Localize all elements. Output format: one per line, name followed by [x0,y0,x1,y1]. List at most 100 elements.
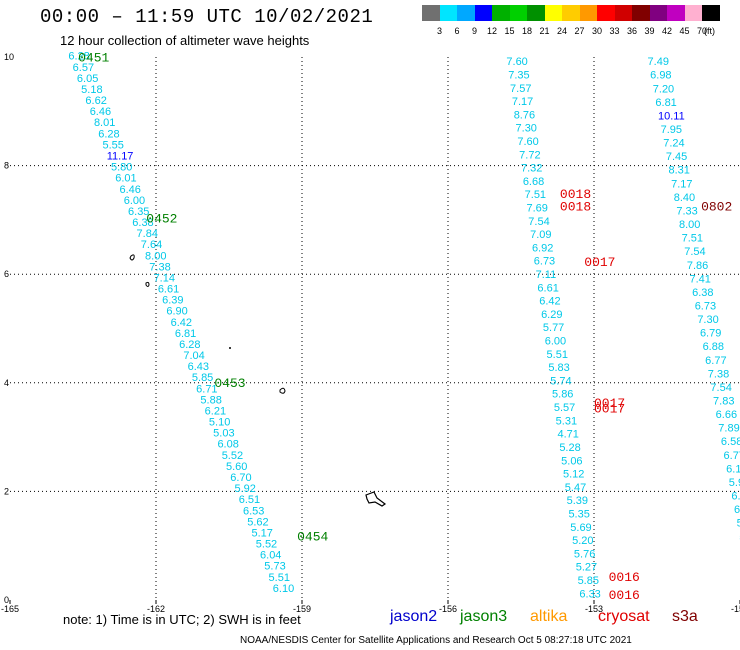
wave-height-value: 8.40 [674,192,695,204]
wave-height-value: 6.62 [85,95,106,107]
map-subtitle: 12 hour collection of altimeter wave hei… [60,33,310,48]
map-title: 00:00 – 11:59 UTC 10/02/2021 [40,6,374,28]
island-dot [229,347,231,349]
colorbar-label: 6 [454,26,460,36]
wave-height-value: 5.86 [552,389,573,401]
wave-height-value: 7.38 [149,261,170,273]
colorbar-unit: (ft) [704,26,715,36]
pass-label: 0018 [560,187,591,202]
wave-height-value: 7.17 [671,178,692,190]
wave-height-value: 8.00 [679,219,700,231]
wave-height-value: 5.51 [269,572,290,584]
wave-height-value: 6.73 [695,300,716,312]
wave-height-value: 7.11 [536,269,557,281]
wave-height-value: 11.17 [107,150,134,162]
wave-height-value: 5.39 [567,495,588,507]
wave-height-value: 7.35 [508,69,529,81]
wave-height-value: 7.38 [708,368,729,380]
wave-height-value: 7.30 [516,123,537,135]
credit-line: NOAA/NESDIS Center for Satellite Applica… [240,635,632,646]
wave-height-value: 7.64 [141,239,162,251]
wave-height-value: 6.88 [703,341,724,353]
wave-height-value: 6.00 [545,336,566,348]
wave-height-value: 6.46 [90,106,111,118]
x-tick-label: -165 [1,604,19,614]
wave-height-value: 6.46 [120,184,141,196]
colorbar-label: 24 [556,26,568,36]
wave-height-value: 5.76 [574,548,595,560]
wave-height-value: 5.74 [550,375,571,387]
wave-height-value: 7.69 [526,202,547,214]
wave-height-value: 6.05 [731,491,740,503]
wave-height-value: 7.04 [183,350,204,362]
wave-height-value: 7.72 [519,149,540,161]
wave-height-value: 5.31 [556,415,577,427]
wave-height-value: 5.92 [234,483,255,495]
colorbar-label: 9 [471,26,478,36]
colorbar-swatch [632,5,650,21]
wave-height-value: 6.58 [721,436,740,448]
colorbar-label: 18 [521,26,533,36]
wave-height-value: 6.28 [68,51,89,63]
wave-height-value: 6.77 [724,450,740,462]
y-tick-label: 4 [4,378,9,388]
colorbar-label: 45 [679,26,690,36]
wave-height-value: 6.73 [534,256,555,268]
wave-height-value: 8.00 [145,250,166,262]
wave-height-value: 5.60 [226,461,247,473]
wave-height-value: 6.2 [734,504,740,516]
colorbar-swatch [667,5,685,21]
wave-height-value: 7.32 [521,163,542,175]
wave-height-value: 5.73 [264,561,285,573]
wave-height-value: 5.57 [554,402,575,414]
wave-height-value: 7.54 [710,382,731,394]
wave-height-value: 5.20 [572,535,593,547]
colorbar-swatch [562,5,580,21]
wave-height-value: 6.08 [217,439,238,451]
wave-height-value: 5.27 [576,562,597,574]
wave-height-value: 7.84 [137,228,158,240]
wave-height-value: 6.38 [692,287,713,299]
wave-height-value: 5.18 [81,84,102,96]
wave-height-value: 5.47 [565,482,586,494]
colorbar-label: 3 [436,26,443,36]
wave-height-value: 7.20 [653,83,674,95]
pass-label: 0017 [584,255,615,270]
pass-label: 0017 [594,396,625,411]
footnote: note: 1) Time is in UTC; 2) SWH is in fe… [63,612,301,627]
wave-height-value: 7.86 [687,260,708,272]
y-tick-label: 8 [4,161,9,171]
x-tick-label: -150 [731,604,740,614]
wave-height-value: 7.54 [528,216,549,228]
colorbar-label: 30 [591,26,603,36]
satellite-legend-item: jason2 [390,608,438,625]
satellite-legend-item: cryosat [598,608,650,625]
island-outline [365,491,387,507]
wave-height-value: 7.89 [718,423,739,435]
colorbar-swatch [474,5,492,21]
wave-height-value: 6.81 [175,328,196,340]
wave-height-value: 5.69 [570,522,591,534]
wave-height-value: 5.80 [111,162,132,174]
wave-height-value: 6.53 [243,505,264,517]
wave-height-value: 7.41 [689,273,710,285]
wave-height-value: 5.51 [547,349,568,361]
wave-height-value: 5.85 [578,575,599,587]
satellite-legend-item: altika [530,608,568,625]
colorbar-label: 42 [661,26,673,36]
colorbar-label: 12 [486,26,498,36]
y-tick-label: 10 [4,52,14,62]
colorbar-label: 33 [609,26,620,36]
wave-height-value: 5.17 [252,527,273,539]
colorbar-swatch [509,5,527,21]
satellite-legend-item: s3a [672,608,698,625]
satellite-legend-item: jason3 [460,608,508,625]
colorbar-label: 39 [644,26,655,36]
wave-height-value: 6.57 [73,62,94,74]
wave-height-value: 6.92 [532,242,553,254]
wave-height-value: 5.06 [561,455,582,467]
x-tick-label: -156 [439,604,457,614]
wave-height-value: 5.03 [213,428,234,440]
wave-height-value: 5.88 [200,394,221,406]
